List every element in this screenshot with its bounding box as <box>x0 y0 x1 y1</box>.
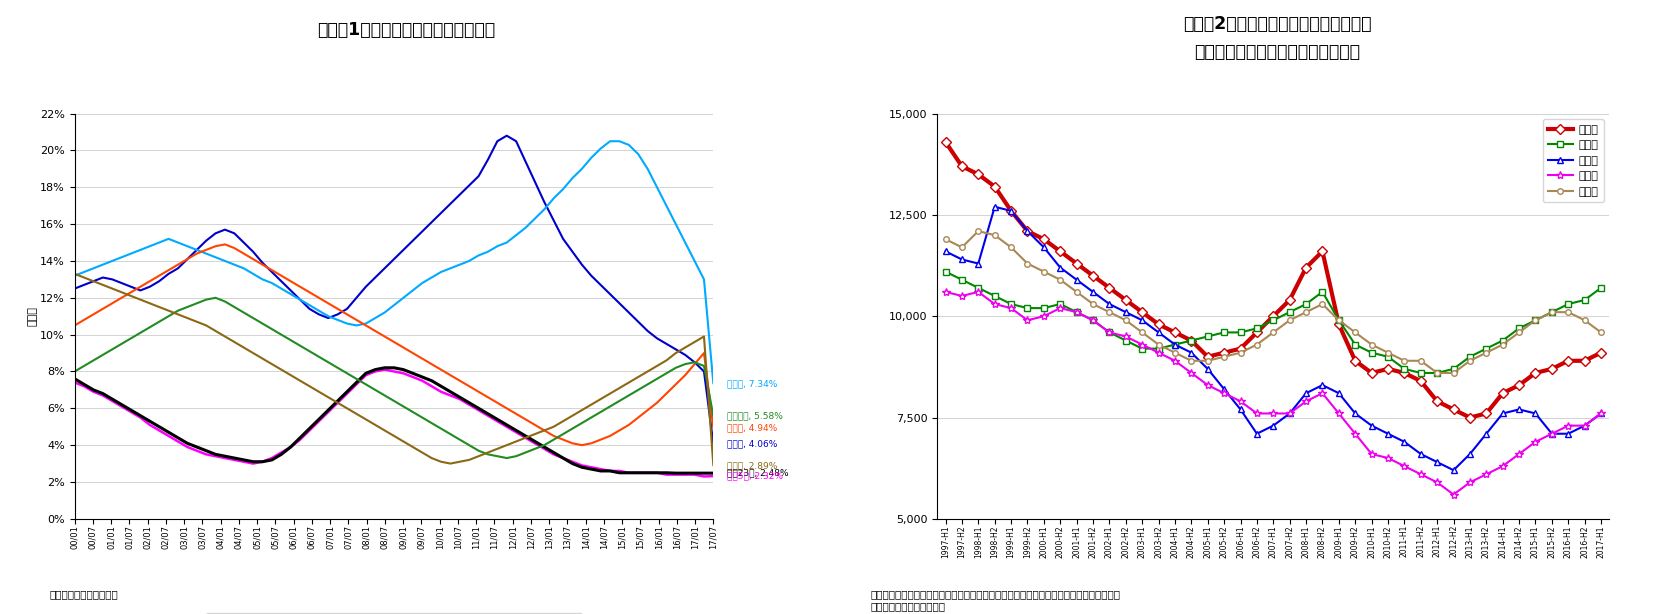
Text: 都心5区, 2.32%: 都心5区, 2.32% <box>727 472 783 481</box>
Text: 図表－1　主要都市のオフィス空室率: 図表－1 主要都市のオフィス空室率 <box>317 21 496 39</box>
Text: （オフィスレント・インデックス）: （オフィスレント・インデックス） <box>1194 43 1360 61</box>
Text: 図表－2　主要都市のオフィス成約賃料: 図表－2 主要都市のオフィス成約賃料 <box>1183 15 1372 33</box>
Legend: 都心5区, 東京23区, 札幌市, 仙台市, 大阪市, 名古屋市, 福岡市: 都心5区, 東京23区, 札幌市, 仙台市, 大阪市, 名古屋市, 福岡市 <box>206 613 582 614</box>
Text: 名古屋市, 5.58%: 名古屋市, 5.58% <box>727 411 783 421</box>
Y-axis label: 空室率: 空室率 <box>27 306 36 326</box>
Text: （出所）三幸エステート・ニッセイ基礎研究所「オフィスレント・インデックス」を基に
ニッセイ基礎研究所が作成: （出所）三幸エステート・ニッセイ基礎研究所「オフィスレント・インデックス」を基に… <box>871 589 1121 611</box>
Text: 福岡市, 2.89%: 福岡市, 2.89% <box>727 461 778 470</box>
Text: 仙台市, 7.34%: 仙台市, 7.34% <box>727 379 778 388</box>
Text: （出所）三幸エステート: （出所）三幸エステート <box>50 589 118 599</box>
Text: 札幌市, 4.06%: 札幌市, 4.06% <box>727 440 778 449</box>
Text: 大阪市, 4.94%: 大阪市, 4.94% <box>727 423 778 432</box>
Legend: 大阪市, 名古屋, 札幌市, 仙台市, 福岡市: 大阪市, 名古屋, 札幌市, 仙台市, 福岡市 <box>1543 119 1604 203</box>
Text: 東京23区, 2.48%: 東京23区, 2.48% <box>727 468 790 478</box>
